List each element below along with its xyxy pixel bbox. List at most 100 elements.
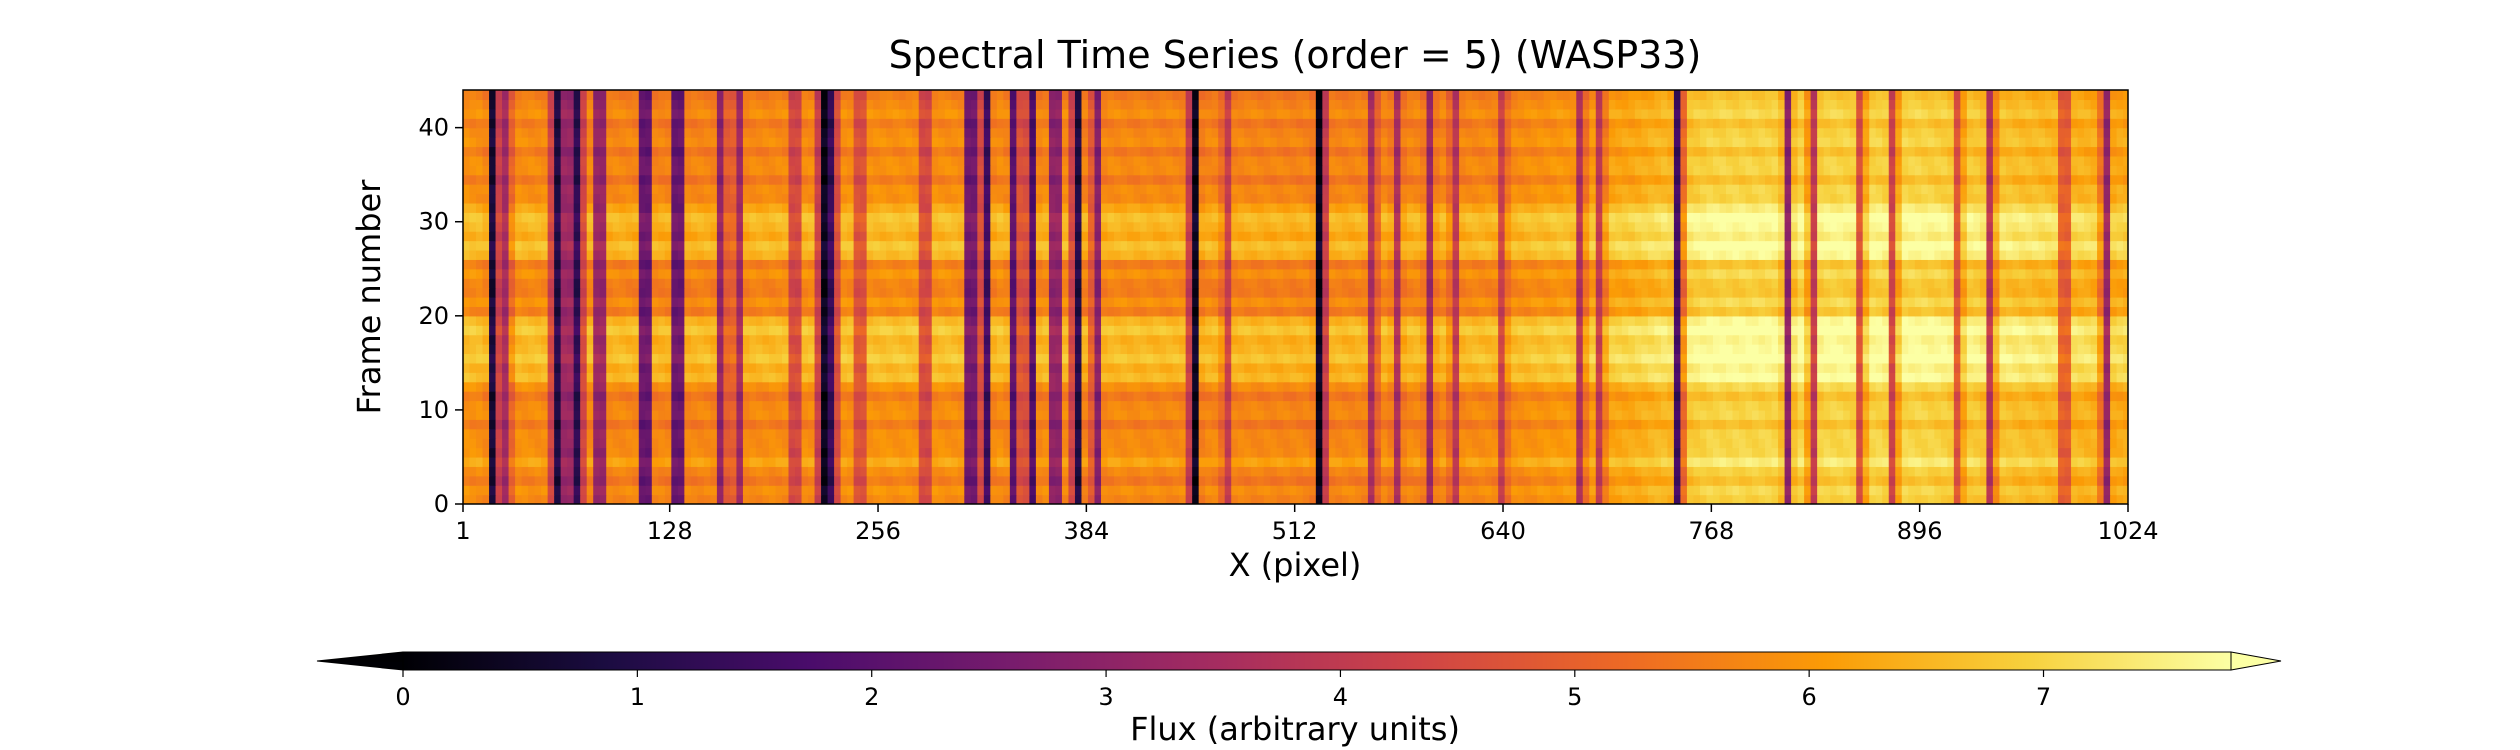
heatmap-cell xyxy=(1895,438,1903,449)
heatmap-cell xyxy=(1061,325,1070,336)
heatmap-cell xyxy=(1042,447,1050,458)
heatmap-cell xyxy=(1784,334,1792,345)
heatmap-cell xyxy=(1914,475,1922,486)
heatmap-cell xyxy=(1042,475,1050,486)
heatmap-cell xyxy=(580,334,588,345)
heatmap-cell xyxy=(508,334,516,345)
heatmap-cell xyxy=(1641,456,1649,467)
heatmap-cell xyxy=(1621,409,1629,420)
heatmap-cell xyxy=(1732,438,1740,449)
heatmap-cell xyxy=(1426,362,1434,373)
heatmap-cell xyxy=(1927,334,1935,345)
heatmap-cell xyxy=(651,353,659,364)
heatmap-cell xyxy=(1120,325,1128,336)
heatmap-cell xyxy=(1133,325,1141,336)
heatmap-cell xyxy=(1133,381,1141,392)
heatmap-cell xyxy=(1843,353,1851,364)
heatmap-cell xyxy=(1296,466,1304,477)
heatmap-cell xyxy=(853,325,861,336)
heatmap-cell xyxy=(1140,325,1148,336)
heatmap-cell xyxy=(684,494,692,504)
heatmap-cell xyxy=(1335,485,1343,496)
heatmap-cell xyxy=(912,456,920,467)
heatmap-cell xyxy=(788,438,796,449)
heatmap-cell xyxy=(2064,362,2072,373)
heatmap-cell xyxy=(671,475,679,486)
heatmap-cell xyxy=(1882,372,1890,383)
heatmap-cell xyxy=(567,447,575,458)
heatmap-cell xyxy=(703,400,711,411)
heatmap-cell xyxy=(1478,409,1486,420)
heatmap-cell xyxy=(938,353,946,364)
heatmap-cell xyxy=(638,353,646,364)
heatmap-cell xyxy=(1250,466,1258,477)
heatmap-cell xyxy=(1778,400,1786,411)
heatmap-cell xyxy=(1166,372,1174,383)
heatmap-cell xyxy=(1029,466,1037,477)
heatmap-cell xyxy=(671,325,679,336)
heatmap-cell xyxy=(1491,466,1499,477)
heatmap-cell xyxy=(716,475,725,486)
heatmap-cell xyxy=(723,438,731,449)
heatmap-cell xyxy=(573,344,581,355)
heatmap-cell xyxy=(788,391,796,402)
heatmap-cell xyxy=(970,334,978,345)
heatmap-cell xyxy=(1999,344,2007,355)
heatmap-cell xyxy=(1231,353,1239,364)
heatmap-cell xyxy=(1778,409,1786,420)
heatmap-cell xyxy=(1999,438,2007,449)
heatmap-cell xyxy=(1914,419,1922,430)
heatmap-cell xyxy=(1042,353,1050,364)
heatmap-cell xyxy=(1029,456,1037,467)
heatmap-cell xyxy=(1022,400,1030,411)
heatmap-cell xyxy=(1335,353,1343,364)
heatmap-cell xyxy=(1491,456,1499,467)
heatmap-cell xyxy=(2077,334,2085,345)
heatmap-cell xyxy=(2123,438,2128,449)
heatmap-cell xyxy=(1569,400,1577,411)
heatmap-cell xyxy=(2012,428,2020,439)
heatmap-cell xyxy=(1953,325,1961,336)
heatmap-cell xyxy=(905,494,913,504)
heatmap-cell xyxy=(2058,362,2066,373)
heatmap-cell xyxy=(573,456,581,467)
heatmap-cell xyxy=(873,372,881,383)
heatmap-cell xyxy=(1289,494,1297,504)
heatmap-cell xyxy=(723,391,731,402)
heatmap-cell xyxy=(749,353,757,364)
heatmap-cell xyxy=(1459,447,1467,458)
heatmap-cell xyxy=(1283,438,1291,449)
heatmap-cell xyxy=(1992,344,2001,355)
heatmap-cell xyxy=(1101,456,1109,467)
heatmap-cell xyxy=(515,485,523,496)
heatmap-cell xyxy=(1283,334,1291,345)
heatmap-cell xyxy=(970,400,978,411)
heatmap-cell xyxy=(1341,381,1349,392)
heatmap-cell xyxy=(1530,372,1538,383)
heatmap-cell xyxy=(736,466,744,477)
heatmap-cell xyxy=(580,475,588,486)
heatmap-cell xyxy=(808,391,816,402)
heatmap-cell xyxy=(801,372,809,383)
heatmap-cell xyxy=(1361,325,1369,336)
heatmap-cell xyxy=(1680,466,1688,477)
heatmap-cell xyxy=(1231,456,1239,467)
heatmap-cell xyxy=(1641,447,1649,458)
heatmap-cell xyxy=(990,334,998,345)
heatmap-cell xyxy=(1771,409,1779,420)
heatmap-cell xyxy=(2110,494,2118,504)
heatmap-cell xyxy=(1224,315,1232,326)
heatmap-cell xyxy=(1719,419,1727,430)
heatmap-cell xyxy=(684,438,692,449)
heatmap-cell xyxy=(625,400,633,411)
heatmap-cell xyxy=(788,400,796,411)
heatmap-cell xyxy=(742,438,751,449)
heatmap-cell xyxy=(1133,419,1141,430)
heatmap-cell xyxy=(1667,456,1675,467)
heatmap-cell xyxy=(847,391,855,402)
heatmap-cell xyxy=(1009,475,1017,486)
heatmap-cell xyxy=(482,400,490,411)
heatmap-cell xyxy=(1022,315,1030,326)
heatmap-cell xyxy=(795,334,803,345)
heatmap-cell xyxy=(879,372,887,383)
